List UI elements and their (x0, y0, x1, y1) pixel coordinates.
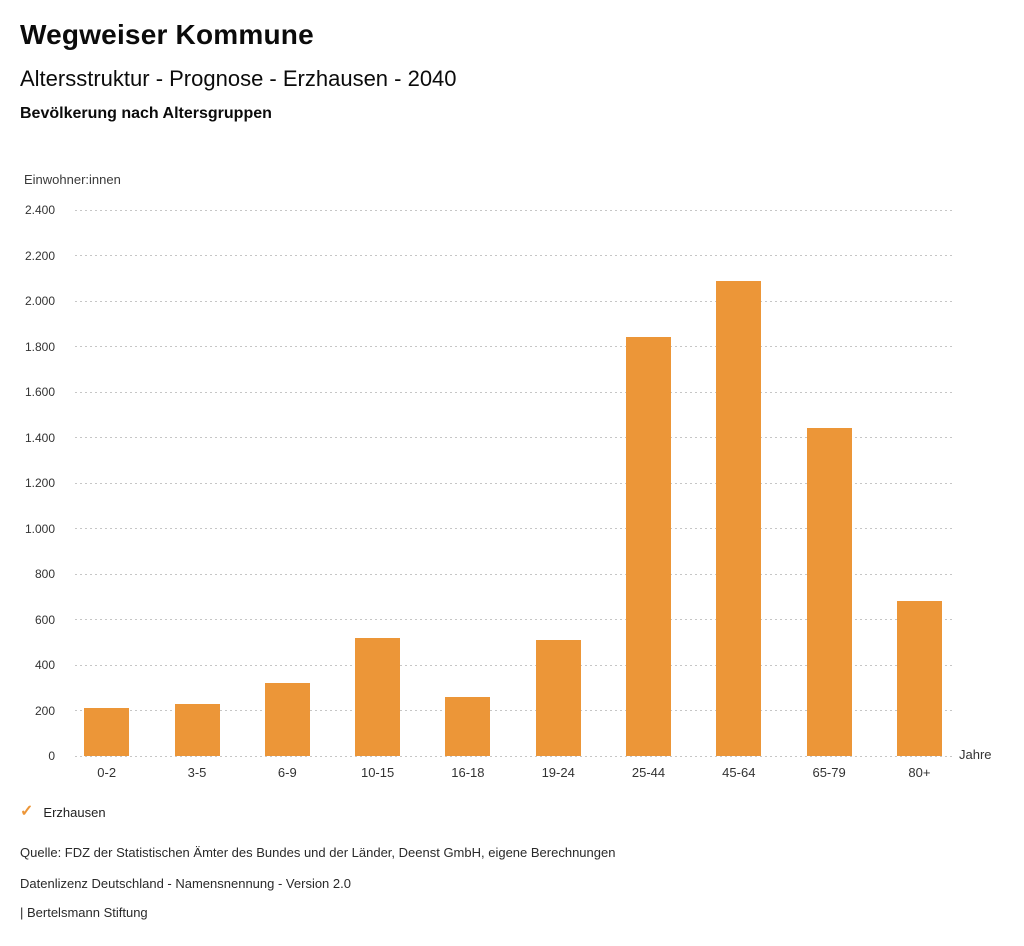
x-tick-label: 6-9 (277, 765, 297, 780)
gridline (75, 255, 953, 256)
source-text: Quelle: FDZ der Statistischen Ämter des … (20, 845, 616, 860)
x-tick-label: 16-18 (451, 765, 485, 780)
x-tick-label: 10-15 (360, 765, 395, 780)
x-tick-label: 19-24 (541, 765, 575, 780)
y-tick-label: 2.000 (24, 294, 55, 308)
legend-item-label: Erzhausen (43, 804, 106, 820)
y-axis-title: Einwohner:innen (24, 172, 121, 187)
gridline (75, 209, 953, 211)
gridline (75, 300, 953, 302)
bar-65-79[interactable] (806, 428, 852, 756)
y-tick-label: 1.400 (24, 430, 55, 445)
bar-6-9[interactable] (264, 683, 310, 756)
page-title: Wegweiser Kommune (20, 19, 314, 50)
bar-10-15[interactable] (355, 637, 401, 756)
x-tick-label: 45-64 (722, 765, 756, 780)
check-icon: ✓ (20, 803, 34, 820)
y-tick-label: 200 (34, 703, 55, 718)
x-tick-label: 25-44 (631, 765, 666, 780)
gridline (75, 482, 953, 484)
legend-item-erzhausen[interactable]: ✓ Erzhausen (20, 804, 106, 820)
bar-16-18[interactable] (445, 696, 491, 756)
y-tick-label: 1.800 (24, 339, 55, 354)
chart-subtitle: Bevölkerung nach Altersgruppen (20, 105, 272, 122)
gridline (75, 391, 953, 393)
y-tick-label: 2.200 (24, 248, 55, 263)
x-tick-label: 65-79 (812, 765, 846, 780)
y-tick-label: 800 (34, 567, 55, 581)
gridline (75, 528, 953, 529)
gridline (75, 664, 953, 666)
bar-25-44[interactable] (626, 337, 671, 756)
bar-3-5[interactable] (174, 703, 220, 756)
bar-45-64[interactable] (716, 280, 762, 756)
bar-0-2[interactable] (84, 708, 130, 756)
chart-title: Altersstruktur - Prognose - Erzhausen - … (20, 66, 457, 91)
gridline (75, 710, 953, 711)
gridline (75, 755, 953, 757)
y-tick-label: 1.000 (24, 521, 55, 536)
gridline (75, 619, 953, 620)
attribution-text: | Bertelsmann Stiftung (20, 905, 148, 920)
y-tick-label: 400 (34, 658, 55, 672)
y-tick-label: 2.400 (24, 203, 55, 217)
y-tick-label: 1.600 (24, 385, 55, 399)
x-tick-label: 80+ (908, 765, 931, 780)
bar-80+[interactable] (896, 601, 942, 756)
x-tick-label: 3-5 (187, 765, 207, 780)
y-tick-label: 0 (48, 749, 55, 763)
y-tick-label: 1.200 (24, 476, 55, 490)
license-text: Datenlizenz Deutschland - Namensnennung … (20, 876, 351, 891)
y-tick-label: 600 (34, 612, 55, 627)
gridline (75, 437, 953, 438)
x-tick-label: 0-2 (97, 765, 117, 780)
gridline (75, 573, 953, 575)
gridline (75, 346, 953, 347)
bar-19-24[interactable] (535, 639, 581, 756)
x-axis-title: Jahre (959, 747, 992, 762)
